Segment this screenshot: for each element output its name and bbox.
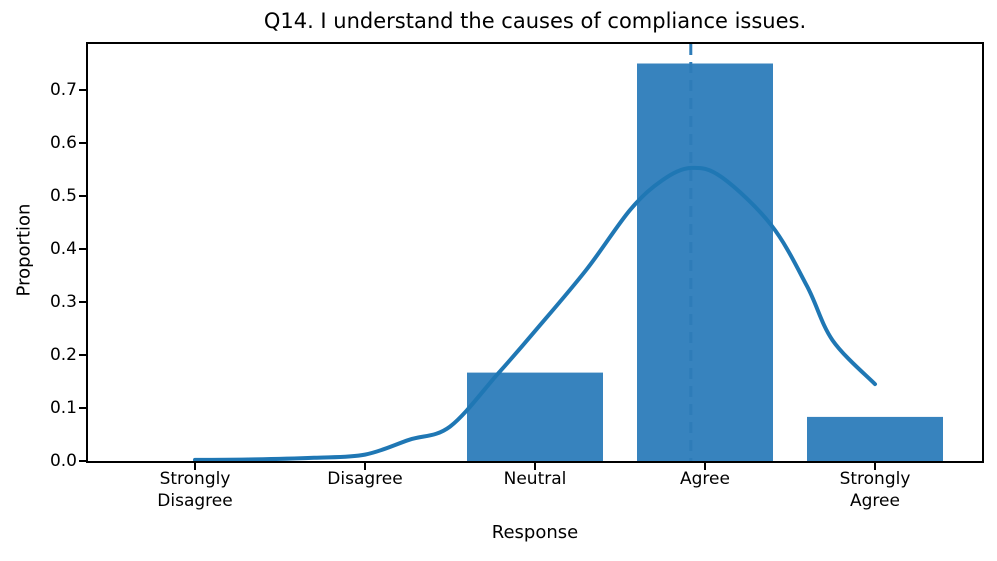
x-tick-label: Strongly Agree (839, 469, 911, 511)
x-tick-mark (194, 463, 196, 470)
y-tick-mark (79, 195, 87, 197)
y-tick-mark (79, 142, 87, 144)
chart-title: Q14. I understand the causes of complian… (263, 9, 807, 33)
y-tick-label: 0.2 (49, 345, 77, 365)
y-tick-mark (79, 354, 87, 356)
bar-neutral (467, 372, 603, 461)
bar-strongly-agree (807, 416, 943, 461)
kde-curve (193, 165, 877, 461)
y-tick-label: 0.6 (49, 133, 77, 153)
x-axis-label: Response (491, 522, 579, 543)
x-tick-label: Disagree (327, 469, 403, 489)
x-tick-label: Agree (680, 469, 730, 489)
y-tick-mark (79, 301, 87, 303)
y-tick-mark (79, 89, 87, 91)
x-tick-mark (534, 463, 536, 470)
y-tick-label: 0.3 (49, 292, 77, 312)
y-tick-label: 0.0 (49, 451, 77, 471)
bar-agree (637, 63, 773, 461)
x-tick-mark (874, 463, 876, 470)
x-tick-mark (704, 463, 706, 470)
chart-canvas (193, 44, 943, 461)
y-tick-label: 0.4 (49, 239, 77, 259)
x-tick-label: Neutral (503, 469, 567, 489)
x-tick-label: Strongly Disagree (157, 469, 233, 511)
y-tick-label: 0.5 (49, 186, 77, 206)
y-tick-label: 0.1 (49, 398, 77, 418)
x-tick-mark (364, 463, 366, 470)
y-tick-label: 0.7 (49, 80, 77, 100)
plot-area (86, 42, 984, 463)
y-tick-mark (79, 407, 87, 409)
y-tick-mark (79, 248, 87, 250)
y-tick-mark (79, 460, 87, 462)
